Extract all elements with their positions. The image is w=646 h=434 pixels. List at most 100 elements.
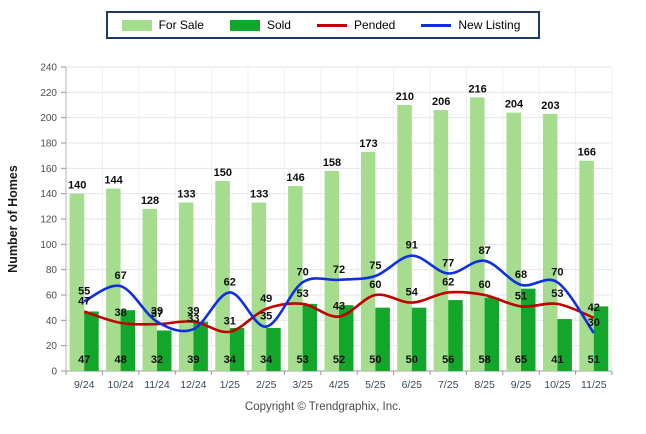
- new-listing-value-label: 67: [114, 270, 126, 282]
- pended-value-label: 60: [478, 279, 490, 291]
- x-axis-label: 5/25: [365, 379, 386, 391]
- x-axis-label: 7/25: [438, 379, 459, 391]
- bar-sold: [193, 321, 208, 371]
- bar-sold: [557, 319, 572, 371]
- bar-for-sale: [470, 97, 485, 372]
- sold-value-label: 52: [333, 354, 345, 366]
- x-axis-label: 11/25: [581, 379, 607, 391]
- y-tick-label: 60: [46, 291, 58, 302]
- bar-for-sale: [579, 160, 594, 371]
- legend-item-for-sale: For Sale: [121, 18, 204, 32]
- for-sale-value-label: 158: [323, 157, 341, 169]
- legend-item-new-listing: New Listing: [421, 18, 520, 32]
- bar-sold: [593, 306, 609, 371]
- new-listing-value-label: 75: [369, 260, 381, 272]
- y-axis-title: Number of Homes: [6, 165, 20, 273]
- y-tick-label: 180: [40, 139, 57, 150]
- x-axis-label: 9/25: [511, 379, 532, 391]
- pended-value-label: 62: [442, 276, 454, 288]
- new-listing-value-label: 30: [588, 317, 600, 329]
- new-listing-value-label: 70: [296, 266, 308, 278]
- new-listing-value-label: 91: [406, 240, 418, 252]
- sold-value-label: 53: [296, 354, 308, 366]
- for-sale-value-label: 128: [141, 195, 159, 207]
- bar-sold: [448, 300, 463, 371]
- new-listing-value-label: 35: [260, 311, 272, 323]
- bar-sold: [521, 288, 536, 371]
- combo-chart: 0 20 40 60 80 100 120 140 160 180 200 220 240 140 144 1…: [6, 63, 613, 391]
- pended-value-label: 38: [114, 307, 126, 319]
- x-axis-label: 8/25: [474, 379, 495, 391]
- for-sale-value-label: 173: [359, 138, 377, 150]
- bar-sold: [157, 330, 172, 371]
- pended-value-label: 31: [224, 316, 236, 328]
- x-axis-label: 4/25: [329, 379, 350, 391]
- y-tick-label: 0: [51, 367, 57, 378]
- sold-value-label: 51: [588, 354, 600, 366]
- bar-sold: [266, 327, 281, 371]
- bar-sold: [339, 305, 354, 371]
- pended-line-swatch-icon: [316, 23, 347, 27]
- sold-swatch-icon: [229, 19, 260, 31]
- pended-value-label: 60: [369, 279, 381, 291]
- legend-item-sold: Sold: [229, 18, 291, 32]
- sold-value-label: 41: [551, 354, 563, 366]
- bar-sold: [84, 311, 99, 371]
- sold-value-label: 56: [442, 354, 454, 366]
- y-tick-label: 80: [46, 265, 58, 276]
- bar-for-sale: [251, 202, 267, 371]
- y-tick-label: 220: [40, 88, 57, 99]
- for-sale-value-label: 206: [432, 96, 450, 108]
- for-sale-value-label: 203: [541, 100, 559, 112]
- bar-for-sale: [215, 181, 230, 371]
- for-sale-value-label: 210: [396, 91, 414, 103]
- new-listing-value-label: 70: [551, 266, 563, 278]
- pended-value-label: 53: [551, 288, 563, 300]
- bar-for-sale: [542, 113, 558, 371]
- bar-for-sale: [106, 188, 121, 371]
- y-tick-label: 20: [46, 341, 58, 352]
- x-axis-label: 3/25: [292, 379, 313, 391]
- bar-sold: [120, 310, 136, 371]
- x-axis-label: 6/25: [402, 379, 423, 391]
- y-tick-label: 200: [40, 113, 57, 124]
- y-tick-label: 100: [40, 240, 57, 251]
- x-axis-label: 1/25: [220, 379, 241, 391]
- sold-value-label: 65: [515, 354, 527, 366]
- bar-for-sale: [324, 170, 339, 371]
- new-listing-line-swatch-icon: [421, 23, 452, 27]
- sold-value-label: 32: [151, 354, 163, 366]
- bar-sold: [484, 297, 500, 371]
- for-sale-swatch-icon: [121, 19, 152, 31]
- for-sale-value-label: 166: [578, 147, 596, 159]
- bar-sold: [411, 307, 427, 371]
- bar-for-sale: [433, 110, 449, 372]
- bar-for-sale: [397, 105, 412, 371]
- bar-for-sale: [360, 151, 376, 371]
- bar-for-sale: [288, 186, 303, 371]
- pended-value-label: 47: [78, 295, 90, 307]
- x-axis-label: 10/24: [107, 379, 133, 391]
- for-sale-value-label: 140: [68, 180, 86, 192]
- x-axis-label: 12/24: [180, 379, 206, 391]
- new-listing-value-label: 87: [478, 245, 490, 257]
- sold-value-label: 34: [224, 354, 237, 366]
- new-listing-value-label: 33: [187, 313, 199, 325]
- sold-value-label: 50: [369, 354, 381, 366]
- for-sale-value-label: 133: [177, 189, 195, 201]
- new-listing-value-label: 39: [151, 306, 163, 318]
- legend-label-for-sale: For Sale: [158, 18, 204, 32]
- pended-value-label: 53: [296, 288, 308, 300]
- y-tick-label: 120: [40, 215, 57, 226]
- pended-value-label: 42: [588, 302, 600, 314]
- for-sale-value-label: 150: [214, 167, 232, 179]
- new-listing-line: [83, 254, 595, 334]
- sold-value-label: 47: [78, 354, 90, 366]
- pended-value-label: 37: [151, 308, 163, 320]
- pended-value-label: 39: [187, 306, 199, 318]
- y-tick-label: 160: [40, 164, 57, 175]
- pended-line: [83, 290, 595, 334]
- x-axis-label: 2/25: [256, 379, 277, 391]
- for-sale-value-label: 146: [286, 172, 304, 184]
- legend-box: For Sale Sold Pended New Listing: [105, 11, 541, 39]
